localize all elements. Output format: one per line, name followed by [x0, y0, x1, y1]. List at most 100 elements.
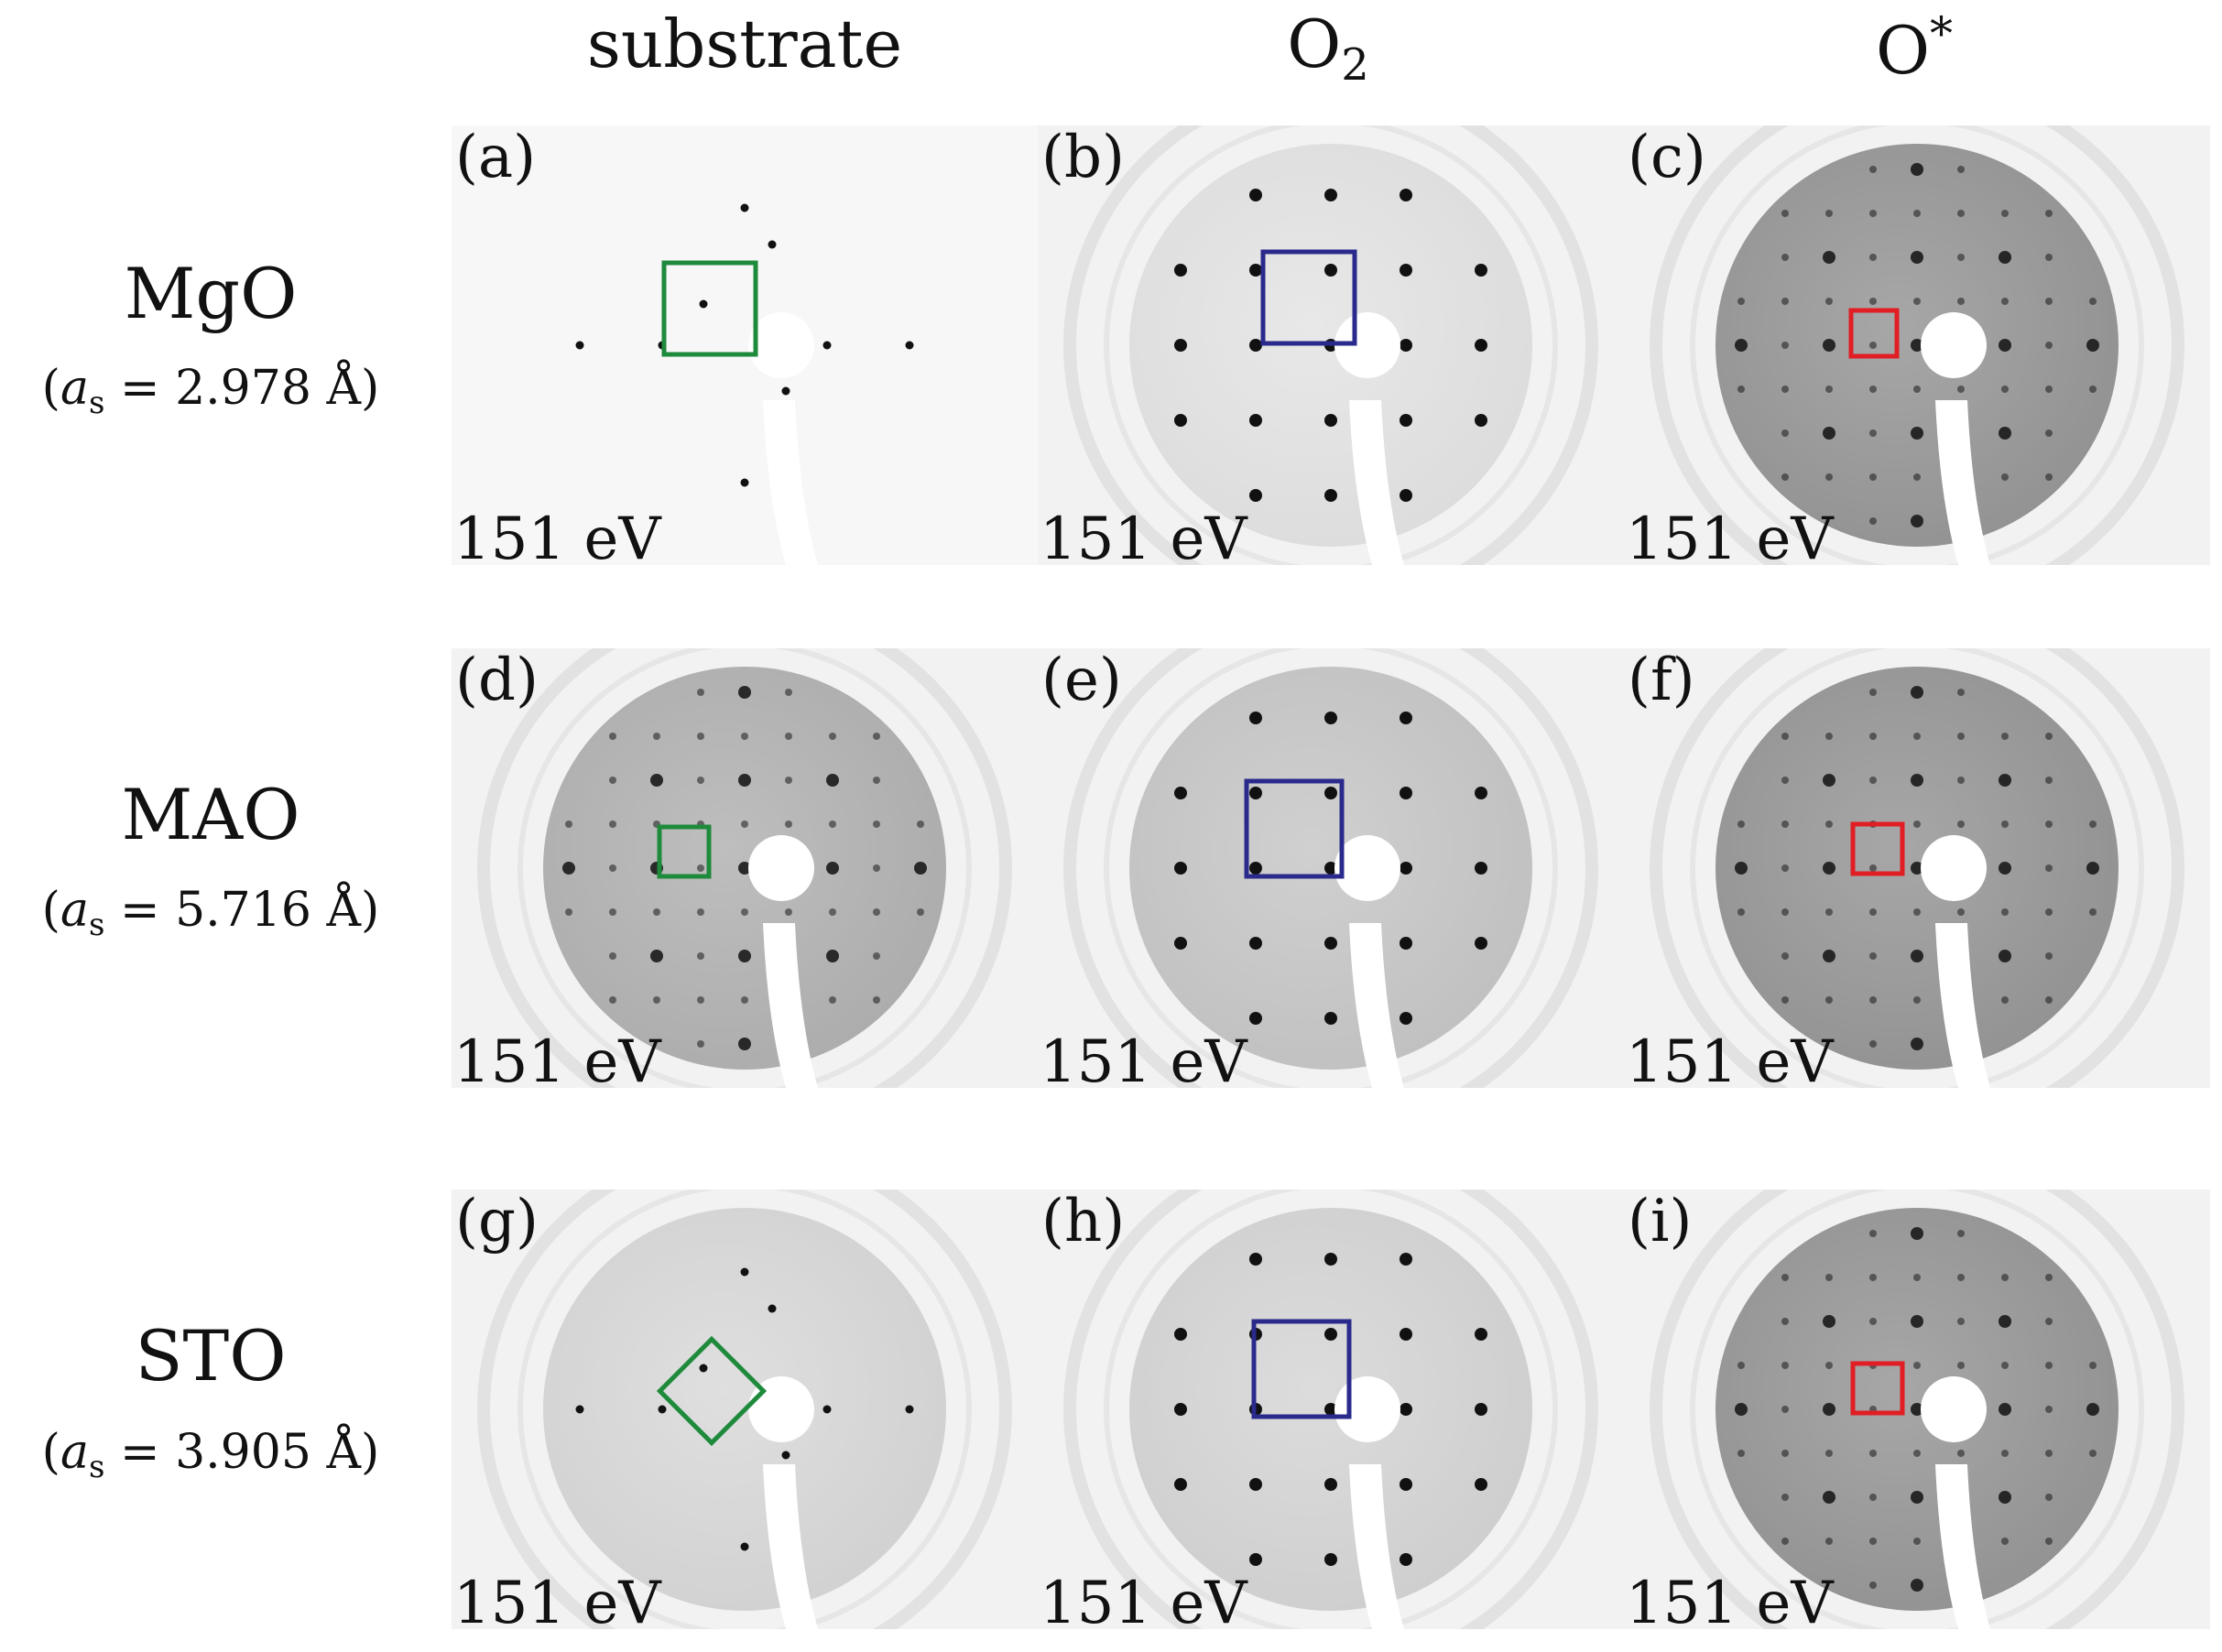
diffraction-spot: [1475, 339, 1487, 352]
diffraction-spot: [1911, 163, 1923, 176]
diffraction-spot: [2045, 996, 2053, 1004]
diffraction-spot: [1781, 996, 1789, 1004]
screen-outer-ring: [1650, 125, 2184, 565]
energy-label: 151 eV: [1040, 1570, 1247, 1629]
diffraction-spot: [1249, 189, 1262, 201]
diffraction-spot: [1324, 787, 1337, 799]
diffraction-spot: [1913, 1450, 1921, 1457]
electron-gun-shadow: [763, 1464, 818, 1629]
diffraction-spot: [697, 689, 704, 696]
diffraction-spot: [1825, 733, 1833, 740]
unit-cell-box: [1244, 778, 1345, 879]
diffraction-spot: [1999, 862, 2011, 875]
diffraction-spot: [1869, 689, 1877, 696]
diffraction-spot: [2045, 864, 2053, 872]
electron-gun-head: [1334, 312, 1400, 378]
diffraction-spot: [1911, 515, 1923, 527]
diffraction-spot: [873, 733, 880, 740]
param-s: s: [88, 1449, 105, 1485]
diffraction-spot: [873, 777, 880, 784]
screen-outer-ring: [1063, 648, 1598, 1088]
diffraction-spot: [1957, 821, 1965, 828]
electron-gun-shadow: [763, 923, 818, 1088]
diffraction-spot: [873, 996, 880, 1004]
diffraction-spot: [1869, 517, 1877, 525]
diffraction-spot: [1913, 821, 1921, 828]
param-s: s: [88, 907, 105, 943]
diffraction-spot: [1324, 1012, 1337, 1025]
column-header-text: O: [1287, 5, 1342, 82]
diffraction-spot: [697, 1040, 704, 1048]
diffraction-spot: [1781, 386, 1789, 393]
diffraction-spot: [1249, 264, 1262, 277]
param-value: = 2.978 Å): [104, 361, 380, 416]
diffraction-spot: [1400, 189, 1412, 201]
diffraction-spot: [1324, 189, 1337, 201]
diffraction-spot: [873, 864, 880, 872]
diffraction-spot: [1825, 996, 1833, 1004]
diffraction-spot: [785, 733, 792, 740]
diffraction-spot: [1249, 339, 1262, 352]
diffraction-spot: [1825, 1450, 1833, 1457]
diffraction-spot: [740, 478, 749, 487]
diffraction-spot: [738, 950, 751, 962]
diffraction-spot: [1475, 1328, 1487, 1341]
electron-gun-head: [1334, 835, 1400, 901]
diffraction-spot: [1999, 950, 2011, 962]
diffraction-spot: [738, 862, 751, 875]
leed-pattern-image: [452, 125, 1038, 565]
diffraction-spot: [1913, 1274, 1921, 1281]
electron-gun-shadow: [763, 400, 818, 565]
diffraction-spot: [699, 299, 708, 309]
leed-pattern-image: [1624, 125, 2210, 565]
diffraction-spot: [1781, 952, 1789, 960]
diffraction-spot: [1911, 686, 1923, 699]
column-header-text: substrate: [586, 5, 903, 82]
diffraction-spot: [1869, 254, 1877, 261]
diffraction-spot: [740, 1542, 749, 1551]
diffraction-spot: [697, 864, 704, 872]
electron-gun-head: [748, 312, 814, 378]
diffraction-spot: [1825, 908, 1833, 916]
diffraction-spot: [829, 996, 836, 1004]
diffraction-spot: [1911, 774, 1923, 787]
diffraction-spot: [1174, 414, 1187, 427]
diffraction-spot: [1475, 787, 1487, 799]
panel-b: (b) 151 eV: [1038, 125, 1624, 565]
diffraction-spot: [2089, 821, 2097, 828]
param-value: = 3.905 Å): [104, 1425, 380, 1480]
diffraction-spot: [1174, 1328, 1187, 1341]
diffraction-spot: [914, 862, 927, 875]
diffraction-spot: [1957, 1318, 1965, 1325]
unit-cell-box: [1251, 1319, 1352, 1419]
leed-pattern-image: [1624, 1190, 2210, 1629]
diffraction-spot: [2001, 210, 2009, 217]
diffraction-spot: [1737, 1450, 1745, 1457]
diffraction-spot: [1825, 1538, 1833, 1545]
diffraction-spot: [829, 908, 836, 916]
diffraction-spot: [1957, 298, 1965, 305]
diffraction-spot: [1781, 473, 1789, 481]
diffraction-spot: [1249, 1478, 1262, 1491]
diffraction-spot: [1781, 254, 1789, 261]
diffraction-spot: [1737, 1362, 1745, 1369]
energy-label: 151 eV: [1626, 505, 1834, 565]
diffraction-spot: [1324, 264, 1337, 277]
electron-gun-head: [1921, 835, 1987, 901]
electron-gun-shadow: [1349, 923, 1404, 1088]
diffraction-spot: [2045, 952, 2053, 960]
electron-gun-shadow: [1935, 923, 1990, 1088]
diffraction-spot: [740, 203, 749, 212]
diffraction-spot: [562, 862, 575, 875]
panel-e: (e) 151 eV: [1038, 648, 1624, 1088]
row-label-mao: MAO: [121, 774, 300, 855]
screen-outer-ring: [1650, 648, 2184, 1088]
diffraction-spot: [1911, 339, 1923, 352]
diffraction-spot: [1249, 1253, 1262, 1266]
diffraction-spot: [1957, 908, 1965, 916]
diffraction-spot: [1869, 429, 1877, 437]
diffraction-spot: [1999, 251, 2011, 264]
diffraction-spot: [781, 386, 790, 396]
diffraction-spot: [653, 733, 660, 740]
panel-label: (b): [1041, 125, 1125, 191]
